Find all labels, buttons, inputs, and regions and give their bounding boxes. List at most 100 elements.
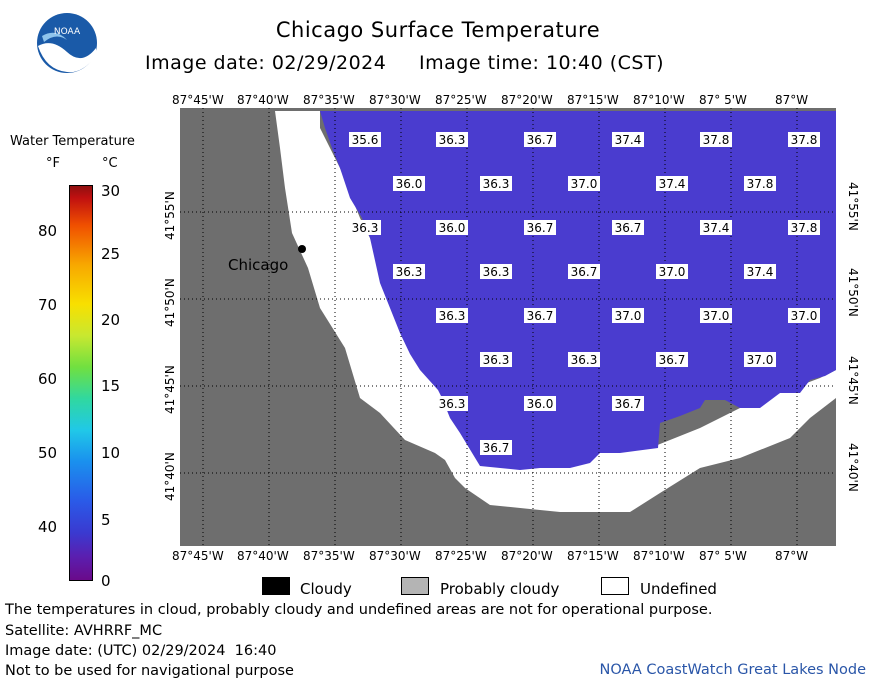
temperature-label: 36.7 [527, 133, 554, 147]
temperature-label-bg [744, 176, 776, 191]
temperature-label: 37.0 [791, 309, 818, 323]
temperature-label: 37.4 [703, 221, 730, 235]
image-time: Image time: 10:40 (CST) [419, 52, 665, 74]
lon-label-bottom: 87°15'W [567, 549, 619, 563]
temperature-label-bg [788, 308, 820, 323]
temperature-label: 37.4 [747, 265, 774, 279]
temperature-label: 36.7 [615, 221, 642, 235]
temperature-label-bg [788, 132, 820, 147]
temperature-label-bg [788, 220, 820, 235]
temperature-label-bg [436, 132, 468, 147]
grid-lines [180, 108, 836, 546]
noaa-logo: NOAA [37, 13, 97, 73]
f-tick: 60 [38, 370, 58, 388]
unit-celsius: °C [102, 156, 118, 171]
water-area [320, 111, 836, 470]
logo-text: NOAA [54, 27, 81, 37]
satellite-info: Satellite: AVHRRF_MC [5, 623, 163, 639]
c-tick: 15 [101, 377, 121, 395]
image-datetime: Image date: 02/29/2024 Image time: 10:40… [145, 52, 664, 74]
temperature-label: 36.3 [439, 397, 466, 411]
lon-label-bottom: 87° 5'W [699, 549, 747, 563]
c-tick: 25 [101, 245, 121, 263]
temperature-label: 36.0 [439, 221, 466, 235]
temperature-label-bg [744, 264, 776, 279]
lat-label-right: 41°40'N [846, 443, 860, 492]
temperature-label: 36.0 [527, 397, 554, 411]
cloudy-swatch [262, 577, 290, 595]
temperature-label-bg [568, 176, 600, 191]
temperature-label-bg [700, 308, 732, 323]
lon-label-bottom: 87°40'W [237, 549, 289, 563]
undefined-area [275, 111, 836, 512]
undefined-swatch [601, 577, 629, 595]
chicago-dot [298, 245, 306, 253]
temperature-label: 36.7 [527, 221, 554, 235]
temperature-label: 37.8 [703, 133, 730, 147]
lat-label-left: 41°40'N [163, 452, 177, 501]
lon-label-bottom: 87°35'W [303, 549, 355, 563]
lon-label-top: 87°35'W [303, 93, 355, 107]
temperature-label-bg [480, 264, 512, 279]
credit-link[interactable]: NOAA CoastWatch Great Lakes Node [599, 662, 866, 678]
c-tick: 10 [101, 444, 121, 462]
cloudy-label: Cloudy [300, 580, 352, 598]
temperature-label-bg [568, 352, 600, 367]
lat-label-right: 41°50'N [846, 268, 860, 317]
temperature-label: 36.7 [571, 265, 598, 279]
color-scale-bar [69, 185, 93, 581]
lon-label-top: 87°40'W [237, 93, 289, 107]
lon-label-bottom: 87°W [775, 549, 809, 563]
temperature-label-bg [612, 220, 644, 235]
temperature-label: 36.7 [483, 441, 510, 455]
temperature-label: 36.3 [439, 133, 466, 147]
utc-date: Image date: (UTC) 02/29/2024 16:40 [5, 643, 277, 659]
f-tick: 40 [38, 518, 58, 536]
temperature-label-bg [656, 264, 688, 279]
temperature-label-bg [524, 132, 556, 147]
temperature-label-bg [524, 396, 556, 411]
f-tick: 50 [38, 444, 58, 462]
temperature-labels: 35.6 36.3 36.7 37.4 37.8 37.8 36.0 36.3 37.0 37.4… [349, 132, 820, 455]
temperature-label-bg [656, 176, 688, 191]
lon-label-top: 87°30'W [369, 93, 421, 107]
temperature-label: 36.3 [396, 265, 423, 279]
temperature-label-bg [349, 132, 381, 147]
temperature-label: 35.6 [352, 133, 379, 147]
temperature-label-bg [524, 220, 556, 235]
lon-label-top: 87°W [775, 93, 809, 107]
unit-fahrenheit: °F [46, 156, 60, 171]
temperature-label: 37.0 [571, 177, 598, 191]
temperature-label: 37.8 [791, 133, 818, 147]
nav-warning: Not to be used for navigational purpose [5, 663, 294, 679]
temperature-label: 36.3 [352, 221, 379, 235]
lon-label-top: 87°25'W [435, 93, 487, 107]
temperature-label: 37.8 [791, 221, 818, 235]
lon-label-bottom: 87°10'W [633, 549, 685, 563]
temperature-label: 36.3 [483, 265, 510, 279]
temperature-label: 37.4 [659, 177, 686, 191]
temperature-map: Chicago 35.6 36.3 36.7 37.4 37.8 37.8 36.0 36.3… [180, 108, 836, 546]
temperature-label-bg [700, 220, 732, 235]
c-tick: 0 [101, 572, 111, 590]
temperature-label: 36.7 [615, 397, 642, 411]
temperature-label: 37.0 [703, 309, 730, 323]
undefined-label: Undefined [640, 580, 717, 598]
temperature-label-bg [349, 220, 381, 235]
lon-label-top: 87° 5'W [699, 93, 747, 107]
image-date: Image date: 02/29/2024 [145, 52, 387, 74]
chicago-label: Chicago [228, 256, 288, 274]
temperature-label: 37.8 [747, 177, 774, 191]
probably-cloudy-swatch [401, 577, 429, 595]
temperature-label: 37.4 [615, 133, 642, 147]
f-tick: 80 [38, 222, 58, 240]
temperature-label-bg [436, 308, 468, 323]
lon-label-bottom: 87°45'W [172, 549, 224, 563]
temperature-label-bg [568, 264, 600, 279]
lon-label-bottom: 87°25'W [435, 549, 487, 563]
temperature-label-bg [700, 132, 732, 147]
temperature-label: 37.0 [615, 309, 642, 323]
temperature-label-bg [393, 264, 425, 279]
lat-label-right: 41°55'N [846, 182, 860, 231]
lon-label-bottom: 87°30'W [369, 549, 421, 563]
